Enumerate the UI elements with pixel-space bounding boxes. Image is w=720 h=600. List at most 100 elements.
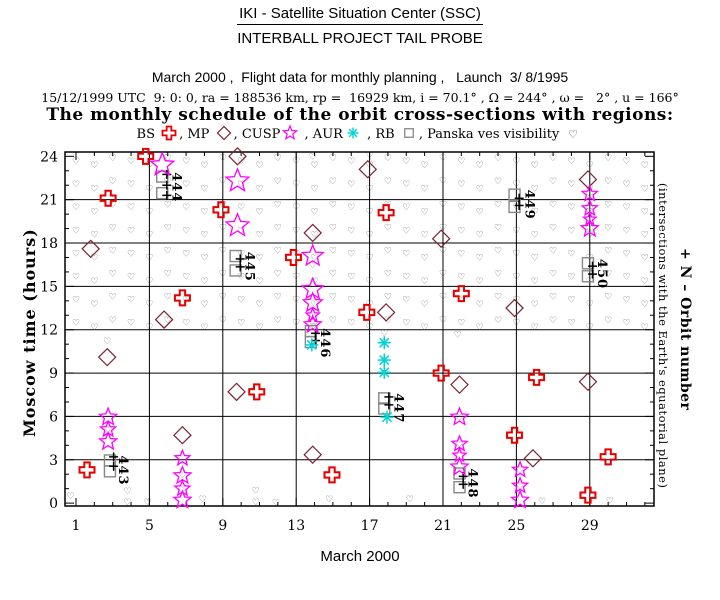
title-line1: IKI - Satellite Situation Center (SSC) <box>237 5 483 25</box>
visibility-heart-marker: ♡ <box>178 471 186 481</box>
visibility-heart-marker: ♡ <box>457 226 465 236</box>
bs-cross-marker <box>99 189 117 207</box>
visibility-heart-marker: ♡ <box>219 223 227 233</box>
visibility-heart-marker: ♡ <box>255 300 263 310</box>
visibility-heart-marker: ♡ <box>329 270 337 280</box>
visibility-heart-marker: ♡ <box>347 180 355 190</box>
visibility-heart-marker: ♡ <box>164 223 172 233</box>
y-tick-label: 0 <box>49 496 58 512</box>
cusp-star-marker <box>581 210 598 226</box>
x-tick-label: 25 <box>507 518 525 534</box>
legend-line: BS , MP , CUSP , AUR , RB , Panska ves v… <box>0 124 720 142</box>
right-label-intersections: (intersections with the Earth's equatori… <box>656 183 670 489</box>
y-tick-label: 6 <box>49 409 58 425</box>
visibility-heart-marker: ♡ <box>182 273 190 283</box>
visibility-heart-marker: ♡ <box>237 319 245 329</box>
mp-diamond-marker <box>578 170 598 189</box>
visibility-heart-marker: ♡ <box>72 180 80 190</box>
visibility-heart-marker: ♡ <box>145 207 153 217</box>
visibility-heart-marker: ♡ <box>402 273 410 283</box>
visibility-heart-marker: ♡ <box>421 254 429 264</box>
rb-square-marker <box>581 257 595 270</box>
visibility-heart-marker: ♡ <box>292 296 300 306</box>
cusp-star-marker <box>510 460 530 478</box>
visibility-heart-marker: ♡ <box>531 300 539 310</box>
visibility-heart-marker: ♡ <box>164 200 172 210</box>
visibility-heart-marker: ♡ <box>384 177 392 187</box>
visibility-heart-marker: ♡ <box>145 323 153 333</box>
visibility-heart-marker: ♡ <box>347 273 355 283</box>
visibility-heart-marker: ♡ <box>109 200 117 210</box>
cusp-star-marker <box>173 448 192 467</box>
visibility-heart-marker: ♡ <box>512 273 520 283</box>
visibility-heart-marker: ♡ <box>457 157 465 167</box>
y-tick-label: 21 <box>40 193 58 209</box>
visibility-heart-marker: ♡ <box>455 413 463 423</box>
visibility-heart-marker: ♡ <box>494 293 502 303</box>
visibility-heart-marker: ♡ <box>476 323 484 333</box>
visibility-heart-marker: ♡ <box>127 226 135 236</box>
visibility-heart-marker: ♡ <box>549 177 557 187</box>
visibility-heart-marker: ♡ <box>622 180 630 190</box>
visibility-heart-marker: ♡ <box>512 319 520 329</box>
visibility-heart-marker: ♡ <box>641 161 649 171</box>
visibility-heart-marker: ♡ <box>402 296 410 306</box>
visibility-heart-marker: ♡ <box>219 270 227 280</box>
visibility-heart-marker: ♡ <box>516 482 524 492</box>
orbit-parameters-line: 15/12/1999 UTC 9: 0: 0, ra = 188536 km, … <box>41 90 679 105</box>
visibility-heart-marker: ♡ <box>494 154 502 164</box>
visibility-heart-marker: ♡ <box>439 200 447 210</box>
equator-crossing-plus-marker <box>514 200 524 210</box>
rb-square-marker <box>508 200 521 214</box>
visibility-heart-marker: ♡ <box>311 161 319 171</box>
visibility-heart-marker: ♡ <box>531 323 539 333</box>
orbit-number-label: 450 <box>594 259 609 289</box>
visibility-heart-marker: ♡ <box>325 495 333 505</box>
visibility-heart-marker: ♡ <box>109 154 117 164</box>
orbit-number-label: 449 <box>522 190 537 220</box>
visibility-heart-marker: ♡ <box>622 226 630 236</box>
visibility-heart-marker: ♡ <box>182 249 190 259</box>
rb-square-marker <box>581 270 595 283</box>
mp-diamond-marker <box>227 382 246 402</box>
y-tick-label: 9 <box>49 366 58 382</box>
y-tick-label: 24 <box>40 149 58 165</box>
visibility-heart-marker: ♡ <box>164 293 172 303</box>
visibility-heart-marker: ♡ <box>366 277 374 287</box>
visibility-heart-marker: ♡ <box>476 231 484 241</box>
visibility-heart-marker: ♡ <box>329 154 337 164</box>
visibility-heart-marker: ♡ <box>384 293 392 303</box>
visibility-heart-marker: ♡ <box>274 200 282 210</box>
visibility-heart-marker: ♡ <box>439 316 447 326</box>
visibility-heart-marker: ♡ <box>476 161 484 171</box>
visibility-heart-marker: ♡ <box>182 203 190 213</box>
visibility-heart-marker: ♡ <box>72 273 80 283</box>
visibility-heart-marker: ♡ <box>567 273 575 283</box>
visibility-heart-marker: ♡ <box>145 277 153 287</box>
visibility-heart-marker: ♡ <box>272 499 280 509</box>
visibility-heart-marker: ♡ <box>329 177 337 187</box>
visibility-heart-marker: ♡ <box>200 323 208 333</box>
orbit-number-label: 448 <box>465 468 480 498</box>
visibility-heart-marker: ♡ <box>109 293 117 303</box>
visibility-heart-marker: ♡ <box>567 203 575 213</box>
visibility-heart-marker: ♡ <box>641 300 649 310</box>
visibility-heart-marker: ♡ <box>255 277 263 287</box>
visibility-heart-marker: ♡ <box>531 231 539 241</box>
visibility-heart-marker: ♡ <box>182 226 190 236</box>
aur-asterisk-marker <box>377 365 391 379</box>
visibility-heart-marker: ♡ <box>237 226 245 236</box>
visibility-heart-marker: ♡ <box>622 157 630 167</box>
visibility-heart-marker: ♡ <box>402 319 410 329</box>
visibility-heart-marker: ♡ <box>237 296 245 306</box>
visibility-heart-marker: ♡ <box>622 203 630 213</box>
visibility-heart-marker: ♡ <box>219 246 227 256</box>
visibility-heart-marker: ♡ <box>512 180 520 190</box>
visibility-heart-marker: ♡ <box>604 270 612 280</box>
rb-square-marker <box>229 249 242 263</box>
visibility-heart-marker: ♡ <box>252 486 260 496</box>
legend-text: , CUSP <box>233 127 281 142</box>
schedule-heading: The monthly schedule of the orbit cross-… <box>46 105 674 125</box>
visibility-heart-marker: ♡ <box>274 270 282 280</box>
visibility-heart-marker: ♡ <box>182 157 190 167</box>
